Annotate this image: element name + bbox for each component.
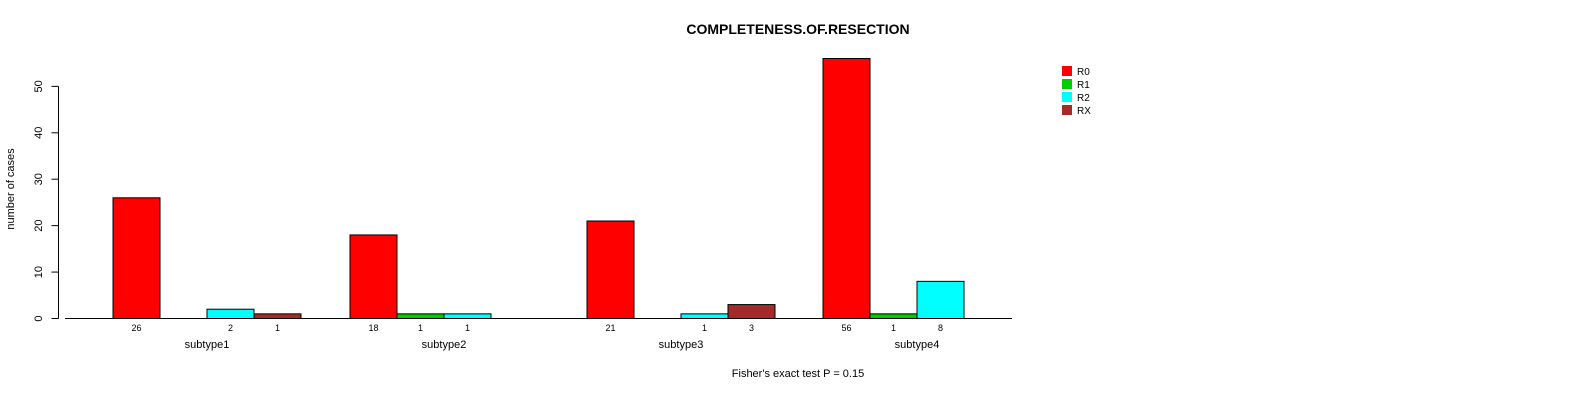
bar-value-label: 21 bbox=[605, 323, 615, 333]
bar-subtype1-R2 bbox=[206, 308, 255, 320]
bar-subtype3-RX bbox=[727, 304, 776, 320]
legend-swatch-R1 bbox=[1062, 79, 1072, 89]
bar-subtype1-R0 bbox=[112, 197, 161, 320]
bar-value-label: 1 bbox=[275, 323, 280, 333]
bar-value-label: 1 bbox=[702, 323, 707, 333]
bar-value-label: 56 bbox=[841, 323, 851, 333]
category-label: subtype2 bbox=[422, 339, 467, 351]
legend-label-R2: R2 bbox=[1077, 93, 1090, 104]
y-tick-label: 30 bbox=[33, 173, 45, 185]
legend: R0 R1 R2 RX bbox=[1062, 66, 1091, 117]
bar-subtype4-R0 bbox=[822, 58, 871, 319]
legend-label-R0: R0 bbox=[1077, 67, 1090, 78]
y-tick-label: 10 bbox=[33, 266, 45, 278]
category-label: subtype1 bbox=[185, 339, 230, 351]
bar-subtype2-R0 bbox=[349, 234, 398, 319]
bar-value-label: 26 bbox=[131, 323, 141, 333]
bar-subtype4-R2 bbox=[916, 280, 965, 320]
y-axis-ticks: 0 10 20 30 40 50 bbox=[33, 80, 59, 322]
legend-swatch-R2 bbox=[1062, 92, 1072, 102]
y-tick-label: 0 bbox=[33, 315, 45, 321]
bar-value-label: 8 bbox=[938, 323, 943, 333]
y-tick-label: 50 bbox=[33, 80, 45, 92]
legend-swatch-RX bbox=[1062, 105, 1072, 115]
bar-group-subtype1: 26 2 1 subtype1 bbox=[65, 197, 302, 351]
bar-subtype2-R1 bbox=[396, 313, 445, 320]
bar-value-label: 3 bbox=[749, 323, 754, 333]
y-tick-label: 20 bbox=[33, 220, 45, 232]
bar-subtype4-R1 bbox=[869, 313, 918, 320]
bar-value-label: 1 bbox=[465, 323, 470, 333]
bar-value-label: 2 bbox=[228, 323, 233, 333]
bar-value-label: 1 bbox=[891, 323, 896, 333]
bar-subtype3-R2 bbox=[680, 313, 729, 320]
bar-subtype3-R0 bbox=[586, 220, 635, 319]
y-axis-label: number of cases bbox=[5, 148, 17, 230]
legend-label-R1: R1 bbox=[1077, 80, 1090, 91]
bar-value-label: 1 bbox=[418, 323, 423, 333]
legend-label-RX: RX bbox=[1077, 106, 1091, 117]
chart-title: COMPLETENESS.OF.RESECTION bbox=[686, 21, 909, 37]
category-label: subtype3 bbox=[659, 339, 704, 351]
bar-value-label: 18 bbox=[368, 323, 378, 333]
category-label: subtype4 bbox=[895, 339, 940, 351]
bar-subtype1-RX bbox=[253, 313, 302, 320]
bar-subtype2-R2 bbox=[443, 313, 492, 320]
bar-group-subtype2: 18 1 1 subtype2 bbox=[302, 234, 539, 351]
bar-group-subtype4: 56 1 8 subtype4 bbox=[775, 58, 1012, 351]
y-tick-label: 40 bbox=[33, 127, 45, 139]
bar-group-subtype3: 21 1 3 subtype3 bbox=[539, 220, 776, 351]
legend-swatch-R0 bbox=[1062, 66, 1072, 76]
footnote-pvalue: Fisher's exact test P = 0.15 bbox=[732, 368, 864, 380]
